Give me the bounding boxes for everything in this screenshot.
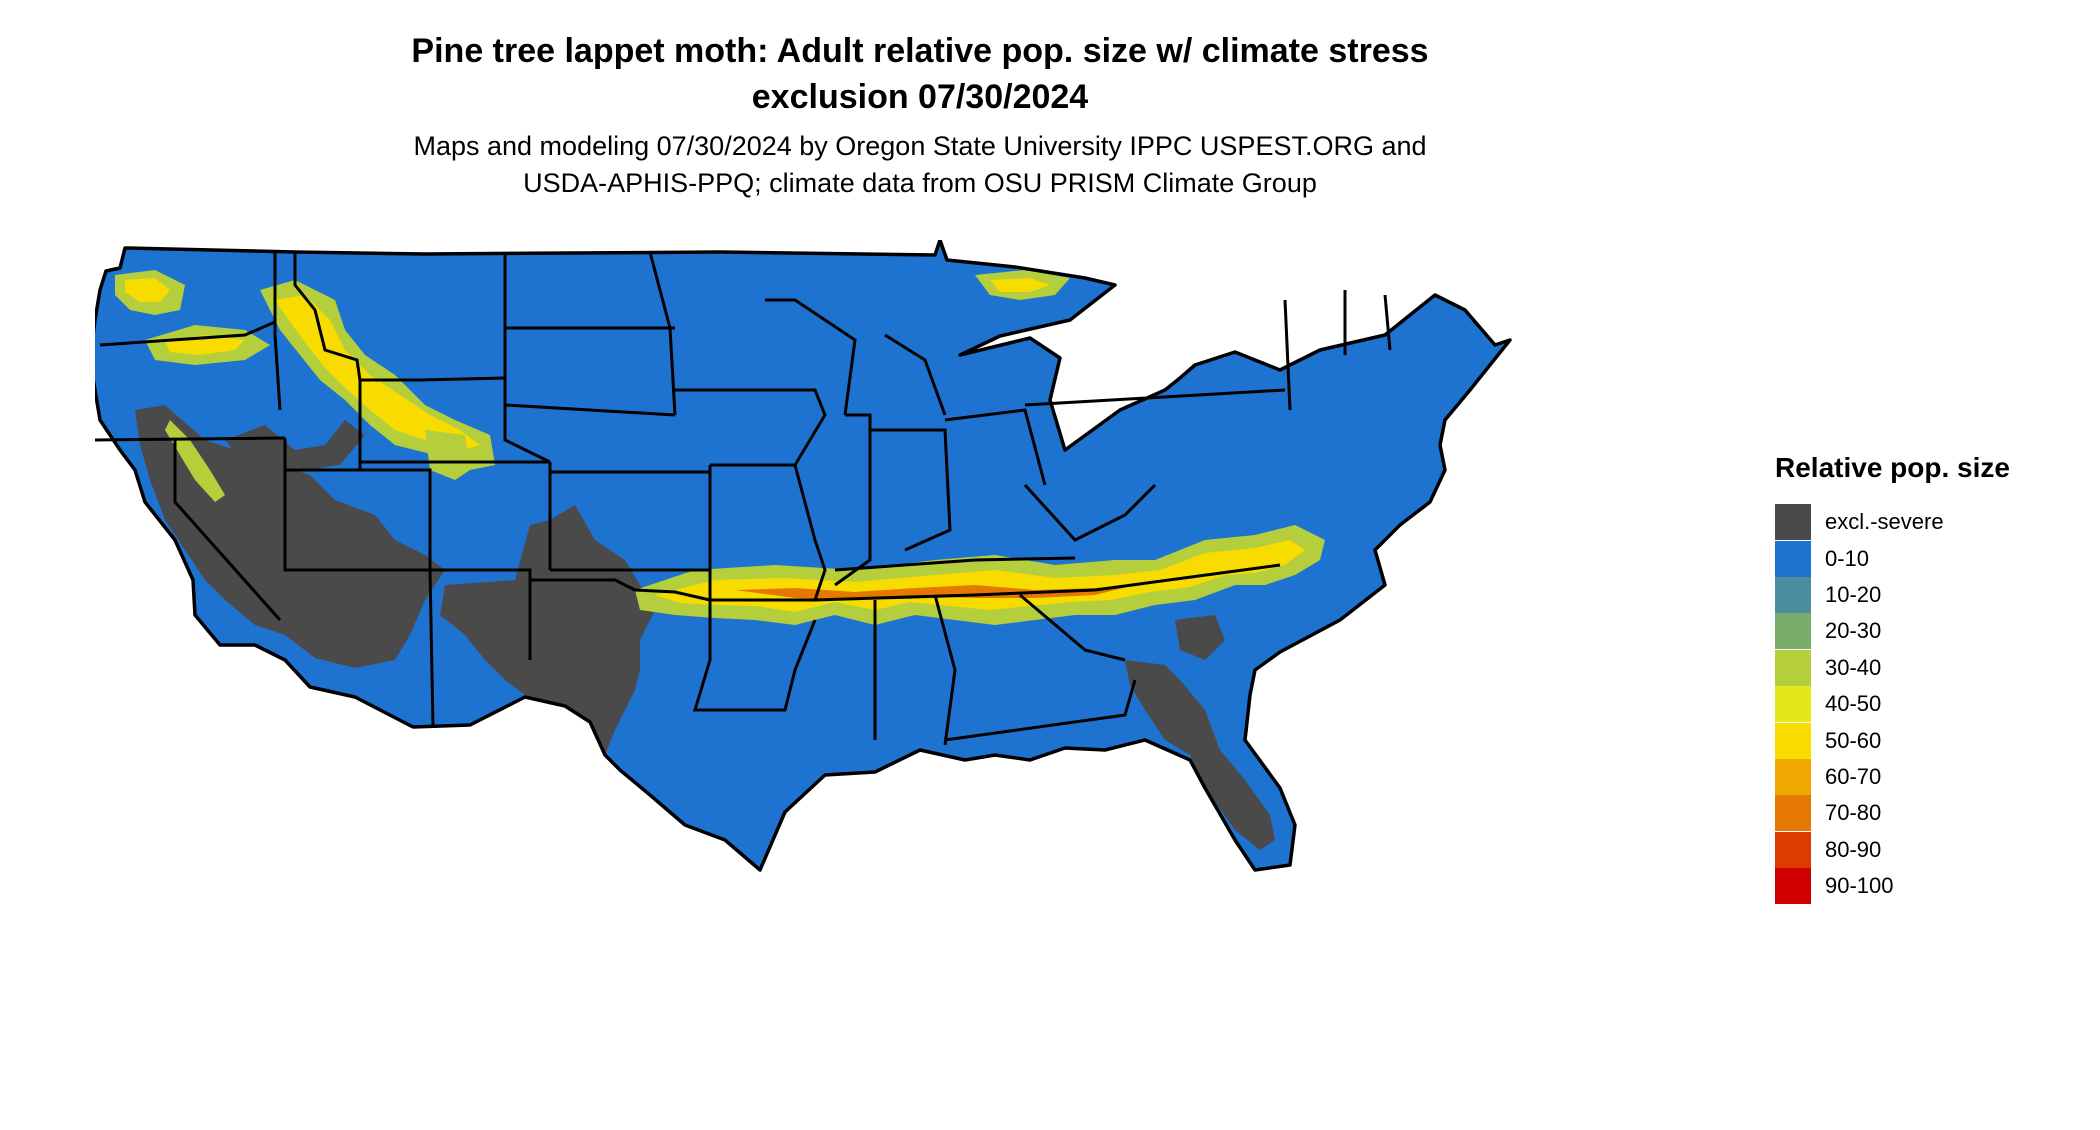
state-border-mo xyxy=(708,464,827,602)
legend-item: excl.-severe xyxy=(1775,504,2010,541)
legend-swatch xyxy=(1775,613,1811,650)
state-border-ca-nv xyxy=(173,438,282,621)
state-border-ky-tn xyxy=(834,556,1076,572)
state-border-wa-or xyxy=(99,320,276,347)
state-border-oh-pa xyxy=(944,408,1047,486)
legend-label: 40-50 xyxy=(1825,691,1882,717)
state-border-wv-va xyxy=(1023,483,1157,542)
state-border-ga-fl xyxy=(944,679,1137,742)
legend-item: 40-50 xyxy=(1775,686,2010,723)
state-border-id-west xyxy=(273,252,282,411)
legend-swatch xyxy=(1775,831,1811,868)
southwest-excluded-zone xyxy=(135,405,445,668)
state-border-or-ca-nv xyxy=(95,436,286,442)
legend-item: 60-70 xyxy=(1775,758,2010,795)
exclusion-severe-zones xyxy=(135,405,1275,850)
state-border-pa-ny xyxy=(1024,388,1286,407)
colorado-band-30-40 xyxy=(425,430,470,480)
legend-swatch xyxy=(1775,540,1811,577)
state-border-nm-tx-ok xyxy=(430,568,532,660)
state-borders xyxy=(95,251,1392,746)
legend-label: 30-40 xyxy=(1825,654,1882,680)
map-subtitle: Maps and modeling 07/30/2024 by Oregon S… xyxy=(0,128,1840,202)
state-border-in-oh xyxy=(870,428,952,552)
state-border-ia xyxy=(675,388,827,467)
legend-label: 10-20 xyxy=(1825,581,1882,607)
pacific-northwest-band-50-60 xyxy=(125,278,170,302)
map-title-line-2: exclusion 07/30/2024 xyxy=(751,78,1089,116)
legend-label: 0-10 xyxy=(1825,545,1870,571)
us-map xyxy=(95,240,1512,872)
state-border-dakotas xyxy=(503,252,551,464)
legend-item: 30-40 xyxy=(1775,649,2010,686)
great-lakes-band-50-60 xyxy=(990,278,1050,292)
georgia-excluded-patch xyxy=(1175,615,1225,660)
legend-swatch xyxy=(1775,504,1811,541)
state-border-mn-west xyxy=(648,251,677,416)
state-border-ok-tx xyxy=(530,578,711,602)
state-border-mi xyxy=(884,333,947,416)
legend-label: 60-70 xyxy=(1825,763,1882,789)
legend-label: 70-80 xyxy=(1825,800,1882,826)
map-subtitle-line-1: Maps and modeling 07/30/2024 by Oregon S… xyxy=(413,131,1427,161)
state-border-mt-wy xyxy=(360,376,506,382)
legend-swatch xyxy=(1775,576,1811,613)
state-border-ny-new-england xyxy=(1283,299,1292,411)
legend-swatch xyxy=(1775,758,1811,795)
great-basin-excluded-zone xyxy=(225,420,365,475)
legend-label: 20-30 xyxy=(1825,618,1882,644)
legend-label: 50-60 xyxy=(1825,727,1882,753)
state-border-ut-co xyxy=(360,468,432,570)
legend-swatch xyxy=(1775,795,1811,832)
florida-excluded-zone xyxy=(1125,660,1275,850)
legend-swatch xyxy=(1775,649,1811,686)
state-border-ar-la xyxy=(692,600,817,712)
rockies-band-50-60 xyxy=(275,295,480,452)
legend-label: excl.-severe xyxy=(1825,509,1944,535)
texas-excluded-zone xyxy=(440,505,655,755)
state-border-ga-sc-nc xyxy=(1019,593,1126,662)
map-subtitle-line-2: USDA-APHIS-PPQ; climate data from OSU PR… xyxy=(523,168,1317,198)
legend-label: 90-100 xyxy=(1825,873,1894,899)
state-border-wi xyxy=(765,298,857,416)
state-border-il-in xyxy=(834,413,872,587)
state-border-id-mt xyxy=(293,252,362,381)
state-border-az-nm xyxy=(428,569,435,728)
legend-item: 10-20 xyxy=(1775,576,2010,613)
southeast-band-70-80 xyxy=(735,585,1135,600)
legend-swatch xyxy=(1775,686,1811,723)
legend-item: 80-90 xyxy=(1775,831,2010,868)
state-border-sd-ne xyxy=(504,403,676,417)
state-border-tn-ms-al-ga xyxy=(814,588,1096,602)
legend-item: 50-60 xyxy=(1775,722,2010,759)
us-land-area xyxy=(95,240,1512,872)
state-border-va-nc xyxy=(1094,563,1281,592)
state-border-me-nh xyxy=(1383,294,1392,351)
map-title-line-1: Pine tree lappet moth: Adult relative po… xyxy=(411,32,1429,70)
legend-item: 20-30 xyxy=(1775,613,2010,650)
map-legend: Relative pop. size excl.-severe 0-10 10-20… xyxy=(1775,452,2010,905)
state-border-al-ga xyxy=(933,594,957,746)
legend-label: 80-90 xyxy=(1825,836,1882,862)
legend-item: 0-10 xyxy=(1775,540,2010,577)
map-title: Pine tree lappet moth: Adult relative po… xyxy=(0,28,1840,120)
legend-item: 90-100 xyxy=(1775,868,2010,905)
legend-swatch xyxy=(1775,868,1811,905)
legend-swatch xyxy=(1775,722,1811,759)
legend-title: Relative pop. size xyxy=(1775,452,2010,483)
legend-items: excl.-severe 0-10 10-20 20-30 30-40 40-50 50-6… xyxy=(1775,504,2010,905)
state-border-ut-nv-az xyxy=(283,438,430,572)
us-outline-stroke xyxy=(95,240,1512,872)
legend-item: 70-80 xyxy=(1775,795,2010,832)
